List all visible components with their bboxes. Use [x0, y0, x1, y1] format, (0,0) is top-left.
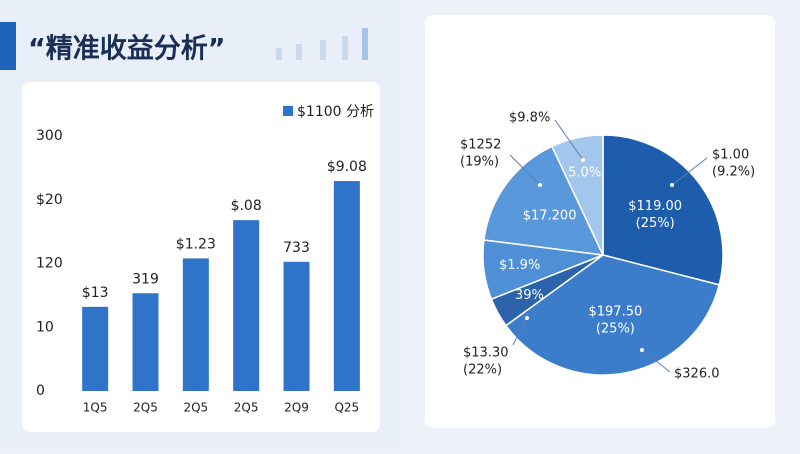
callout-dot: [670, 183, 674, 187]
annotation: $1.00 (9.2%): [712, 147, 755, 179]
callout-line: [671, 157, 708, 186]
slice-label: $17.200: [523, 209, 577, 224]
pie-slice: [504, 254, 721, 376]
y-tick-label: $20: [36, 192, 63, 208]
callout-line: [641, 349, 671, 373]
bar-chart: 0 10 120 $20 300 $1100 分析 $13 319 $1.23 $.08 733 $9…: [36, 104, 374, 415]
callout-dot: [538, 183, 542, 187]
slice-label: $119.00 (25%): [628, 199, 682, 231]
legend-swatch: [283, 106, 293, 116]
value-label: $9.08: [327, 159, 367, 175]
pie-slice: [550, 134, 604, 256]
pie-chart: $119.00 (25%) $197.50 (25%) 39% $1.9% $17.200 5…: [460, 111, 755, 382]
callout-dot: [525, 316, 529, 320]
legend-label: $1100 分析: [297, 104, 374, 120]
y-tick-label: 120: [36, 256, 63, 272]
annotation: $326.0: [674, 367, 720, 382]
annotation: $13.30 (22%): [463, 345, 509, 377]
annotation: $1252 (19%): [460, 137, 501, 169]
page-title: “精准收益分析”: [28, 34, 226, 65]
callout-line: [554, 119, 584, 161]
bar: [182, 258, 209, 391]
callout-dot: [640, 348, 644, 352]
callout-line: [512, 317, 528, 346]
slice-label: 5.0%: [568, 166, 601, 181]
value-label: $13: [82, 285, 109, 301]
slice-label: $197.50 (25%): [588, 304, 642, 336]
x-tick-label: 2Q5: [234, 401, 259, 415]
x-tick-label: 2Q5: [133, 401, 158, 415]
x-tick-label: 2Q9: [284, 401, 309, 415]
x-tick-label: 1Q5: [83, 401, 108, 415]
callout-dot: [581, 158, 585, 162]
pie-slice: [483, 145, 605, 256]
title-accent: [0, 22, 16, 70]
value-label: 733: [283, 240, 310, 256]
value-label: $1.23: [176, 236, 216, 252]
value-label: $.08: [231, 198, 262, 214]
x-tick-label: Q25: [334, 401, 359, 415]
callout-line: [509, 154, 541, 186]
value-label: 319: [132, 271, 159, 287]
y-tick-label: 0: [36, 383, 45, 399]
bar: [283, 261, 310, 391]
slice-label: 39%: [515, 288, 544, 303]
bar: [82, 306, 109, 391]
slice-label: $1.9%: [499, 258, 540, 273]
annotation: $9.8%: [509, 111, 550, 126]
bar: [233, 220, 260, 391]
y-tick-label: 300: [36, 128, 63, 144]
bar: [132, 293, 159, 391]
bar: [333, 181, 360, 391]
x-tick-label: 2Q5: [183, 401, 208, 415]
pie-slice: [602, 134, 724, 286]
title-decoration: [276, 28, 368, 60]
y-tick-label: 10: [36, 319, 54, 335]
